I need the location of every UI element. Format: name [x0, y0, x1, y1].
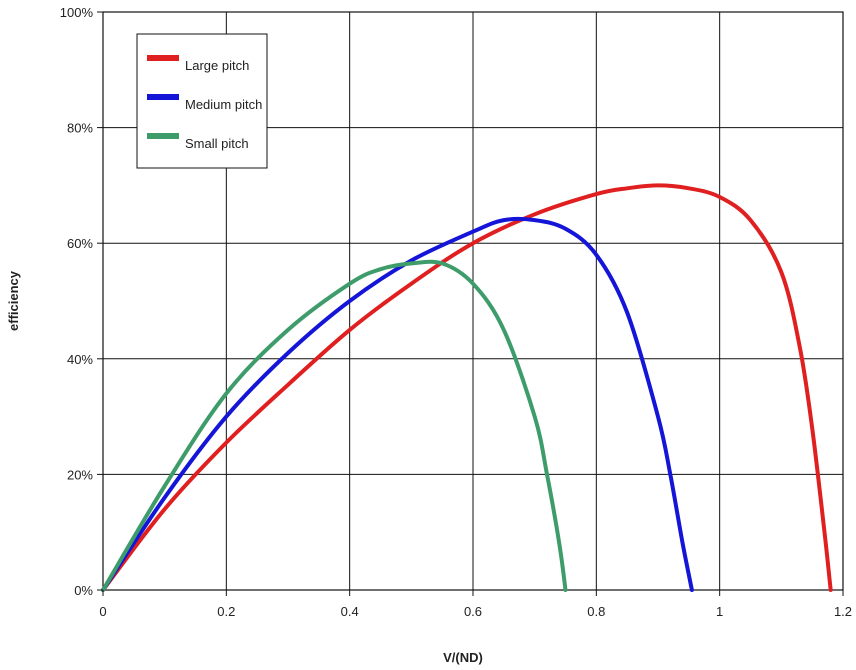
tick-labels: 0 0.2 0.4 0.6 0.8 1 1.2 0% 20% 40% 60% 80% 100% [60, 5, 852, 619]
legend-label-medium-pitch: Medium pitch [185, 97, 262, 112]
x-tick-label: 0.6 [464, 604, 482, 619]
legend-label-small-pitch: Small pitch [185, 136, 249, 151]
y-axis-label: efficiency [6, 270, 21, 331]
y-tick-label: 60% [67, 236, 93, 251]
y-tick-label: 40% [67, 352, 93, 367]
series-layer [101, 183, 833, 592]
x-tick-label: 1.2 [834, 604, 852, 619]
x-tick-label: 0.8 [587, 604, 605, 619]
x-tick-label: 1 [716, 604, 723, 619]
y-tick-label: 20% [67, 467, 93, 482]
series-line-small-pitch [101, 259, 568, 592]
y-tick-label: 0% [74, 583, 93, 598]
y-tick-label: 100% [60, 5, 94, 20]
x-tick-label: 0 [99, 604, 106, 619]
series-line-medium-pitch [101, 216, 694, 592]
y-tick-label: 80% [67, 121, 93, 136]
x-tick-label: 0.4 [341, 604, 359, 619]
x-tick-label: 0.2 [217, 604, 235, 619]
legend: Large pitch Medium pitch Small pitch [136, 33, 268, 169]
series-line-large-pitch [101, 183, 833, 592]
x-axis-label: V/(ND) [443, 650, 483, 665]
legend-label-large-pitch: Large pitch [185, 58, 249, 73]
